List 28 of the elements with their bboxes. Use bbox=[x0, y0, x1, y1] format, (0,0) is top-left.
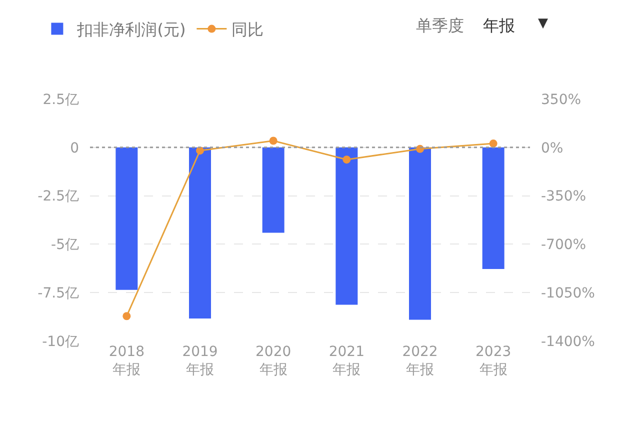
text: ▼ bbox=[538, 16, 548, 31]
x-tick-label: 2022 年报 bbox=[402, 344, 438, 378]
y2-tick-label: 350% bbox=[541, 92, 582, 108]
y-tick-label: 0 bbox=[70, 140, 79, 156]
x-tick-label: 2023 年报 bbox=[476, 344, 512, 378]
x-tick-label: 2018 年报 bbox=[108, 344, 144, 378]
x-tick-label: 2021 年报 bbox=[328, 344, 364, 378]
point bbox=[489, 140, 498, 148]
y2-tick-label: -700% bbox=[541, 237, 586, 254]
point bbox=[122, 312, 131, 320]
y2-tick-label: -1400% bbox=[541, 334, 595, 350]
text: 年报 bbox=[483, 16, 515, 35]
legend-label: 扣非净利润(元) bbox=[76, 20, 186, 40]
y2-tick-label: -1050% bbox=[541, 286, 595, 302]
y-tick-label: 2.5亿 bbox=[42, 92, 79, 108]
y2-tick-label: -350% bbox=[541, 188, 586, 205]
point bbox=[196, 146, 204, 155]
x-tick-label: 2019 年报 bbox=[182, 344, 218, 378]
point bbox=[269, 136, 278, 145]
y-tick-label: -10亿 bbox=[42, 334, 79, 350]
legend-label: 同比 bbox=[232, 20, 264, 40]
y-tick-label: -7.5亿 bbox=[38, 286, 79, 302]
x-tick-label: 2020 年报 bbox=[256, 344, 292, 378]
text: 单季度 bbox=[416, 16, 464, 35]
point bbox=[342, 156, 351, 164]
y2-tick-label: 0% bbox=[541, 140, 564, 156]
y-tick-label: -5亿 bbox=[51, 237, 79, 254]
y-tick-label: -2.5亿 bbox=[38, 188, 79, 205]
